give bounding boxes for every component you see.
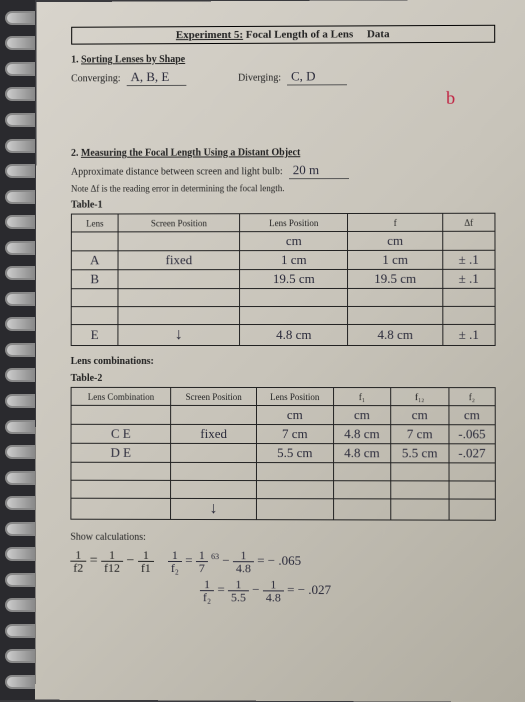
t2-h1: Screen Position	[171, 387, 257, 405]
approx-value: 20 m	[289, 162, 349, 179]
t1-h3: f	[348, 213, 442, 231]
t1-h2: Lens Position	[240, 214, 348, 232]
sec1-title: Sorting Lenses by Shape	[81, 54, 185, 65]
calc-line-2: 1f₂ = 15.5 − 14.8 = − .027	[200, 578, 496, 604]
t1-h4: Δf	[442, 213, 495, 231]
t2-h2: Lens Position	[257, 387, 333, 405]
approx-distance-row: Approximate distance between screen and …	[71, 162, 495, 180]
calculations-section: Show calculations: 1f2 = 1f12 − 1f1 1f₂ …	[70, 532, 496, 605]
approx-label: Approximate distance between screen and …	[71, 166, 283, 178]
diverging-value: C, D	[287, 68, 347, 85]
table-row	[71, 306, 495, 324]
table-row: Afixed1 cm1 cm± .1	[71, 250, 495, 270]
table-row: ↓	[71, 498, 495, 520]
exp-tag: Data	[367, 28, 390, 40]
spiral-binding	[0, 0, 35, 700]
converging-label: Converging:	[71, 73, 120, 84]
section-1-heading: 1. Sorting Lenses by Shape	[71, 53, 495, 66]
t2-h5: f₂	[449, 388, 496, 406]
sec1-num: 1.	[71, 55, 78, 66]
t2-h3: f₁	[333, 388, 391, 406]
table-row: Lens Screen Position Lens Position f Δf	[71, 213, 495, 232]
note-text: Note Δf is the reading error in determin…	[71, 183, 495, 194]
table-row: cm cm	[71, 231, 495, 251]
table-row: D E5.5 cm4.8 cm5.5 cm-.027	[71, 443, 495, 463]
table-2: Lens Combination Screen Position Lens Po…	[70, 387, 495, 521]
table-row: Lens Combination Screen Position Lens Po…	[71, 387, 495, 405]
calc-heading: Show calculations:	[70, 532, 496, 544]
table-row	[71, 288, 495, 306]
diverging-label: Diverging:	[238, 73, 281, 84]
worksheet-page: Experiment 5: Focal Length of a Lens Dat…	[35, 0, 525, 702]
t2-h4: f₁₂	[391, 388, 449, 406]
exp-number: Experiment 5:	[176, 29, 243, 41]
calc-line-1: 1f₂ = 17 63 − 14.8 = − ..065065	[168, 549, 301, 574]
table-row: cm cm cm cm	[71, 405, 495, 424]
table2-label: Table-2	[71, 373, 496, 384]
section-2-heading: 2. Measuring the Focal Length Using a Di…	[71, 147, 495, 159]
converging-diverging-row: Converging: A, B, E Diverging: C, D	[71, 68, 495, 87]
grader-mark: b	[446, 88, 455, 108]
table-row: E↓4.8 cm4.8 cm± .1	[71, 324, 495, 345]
table-row: C Efixed7 cm4.8 cm7 cm-.065	[71, 424, 495, 444]
exp-name: Focal Length of a Lens	[246, 28, 353, 40]
sec2-title: Measuring the Focal Length Using a Dista…	[81, 147, 300, 159]
t2-h0: Lens Combination	[71, 387, 171, 405]
table-row: B19.5 cm19.5 cm± .1	[71, 269, 495, 288]
sec2-num: 2.	[71, 148, 78, 159]
table-1: Lens Screen Position Lens Position f Δf …	[71, 213, 496, 346]
table2-label-top: Lens combinations:	[71, 356, 496, 367]
table-row	[71, 462, 495, 481]
table1-label: Table-1	[71, 199, 496, 211]
formula-printed: 1f2 = 1f12 − 1f1	[70, 549, 154, 574]
t1-h1: Screen Position	[118, 214, 239, 232]
t1-h0: Lens	[71, 214, 118, 232]
title-box: Experiment 5: Focal Length of a Lens Dat…	[71, 25, 495, 45]
converging-value: A, B, E	[127, 69, 187, 86]
table-row	[71, 480, 495, 499]
